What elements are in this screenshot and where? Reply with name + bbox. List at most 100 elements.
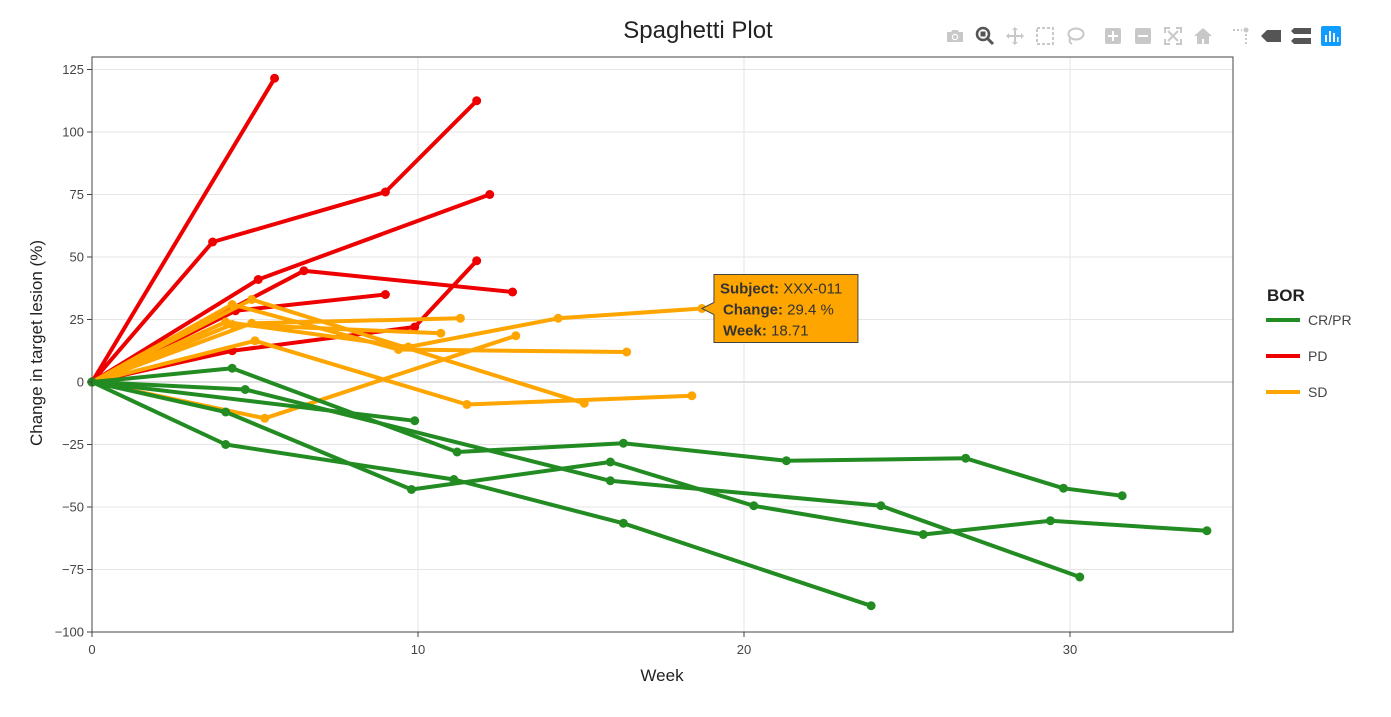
data-point[interactable]: [403, 342, 413, 352]
data-point[interactable]: [452, 447, 462, 457]
lasso-select-icon[interactable]: [1064, 25, 1086, 47]
tooltip-label: Subject:: [720, 281, 783, 298]
y-tick-label: −100: [55, 625, 84, 640]
data-point[interactable]: [618, 438, 628, 448]
hover-closest-icon[interactable]: [1260, 25, 1282, 47]
data-point[interactable]: [605, 457, 615, 467]
y-tick-label: 100: [62, 125, 84, 140]
series-line[interactable]: [90, 258, 479, 384]
legend-item-crpr[interactable]: CR/PR: [1266, 312, 1352, 328]
data-point[interactable]: [208, 237, 218, 247]
data-point[interactable]: [410, 322, 420, 332]
modebar: [944, 24, 1350, 48]
tooltip-label: Week:: [723, 323, 771, 340]
data-point[interactable]: [380, 290, 390, 299]
data-point[interactable]: [1058, 483, 1068, 493]
x-tick-label: 10: [411, 642, 425, 657]
data-point[interactable]: [1045, 516, 1055, 526]
data-point[interactable]: [866, 601, 876, 611]
data-point[interactable]: [250, 336, 260, 346]
y-tick-label: 125: [62, 62, 84, 77]
data-point[interactable]: [485, 190, 495, 199]
legend-item-pd[interactable]: PD: [1266, 348, 1327, 364]
plotly-logo-icon[interactable]: [1320, 25, 1342, 47]
y-axis-title: Change in target lesion (%): [27, 240, 46, 446]
data-point[interactable]: [221, 317, 231, 327]
tooltip-box: [700, 274, 859, 343]
x-tick-label: 0: [88, 642, 95, 657]
tooltip-line: Change: 29.4 %: [723, 302, 834, 319]
tooltip-line: Subject: XXX-011: [720, 281, 842, 298]
y-tick-label: 50: [70, 250, 84, 265]
plot-frame: [91, 56, 1234, 633]
series-line[interactable]: [90, 76, 277, 384]
zoom-icon[interactable]: [974, 25, 996, 47]
legend-item-sd[interactable]: SD: [1266, 384, 1327, 400]
data-point[interactable]: [876, 501, 886, 511]
data-point[interactable]: [221, 407, 231, 417]
data-point[interactable]: [618, 518, 628, 528]
tooltip-value: XXX-011: [783, 281, 842, 298]
data-point[interactable]: [1075, 572, 1085, 582]
data-point[interactable]: [253, 275, 263, 284]
legend[interactable]: BOR CR/PR PD SD: [1266, 286, 1352, 400]
data-point[interactable]: [299, 266, 309, 276]
data-point[interactable]: [605, 476, 615, 486]
tooltip-line: Week: 18.71: [723, 323, 809, 340]
data-point[interactable]: [918, 530, 928, 539]
data-point[interactable]: [749, 501, 759, 511]
y-tick-label: −50: [62, 500, 84, 515]
series-line[interactable]: [90, 98, 479, 384]
data-point[interactable]: [462, 400, 472, 409]
camera-icon[interactable]: [944, 25, 966, 47]
data-point[interactable]: [781, 456, 791, 466]
x-axis-title: Week: [640, 666, 684, 685]
zoom-in-icon[interactable]: [1102, 25, 1124, 47]
data-point[interactable]: [247, 295, 257, 304]
tooltip-value: 29.4 %: [787, 302, 834, 319]
box-select-icon[interactable]: [1034, 25, 1056, 47]
y-tick-label: −75: [62, 562, 84, 577]
series-line[interactable]: [90, 380, 1209, 537]
data-point[interactable]: [270, 73, 280, 83]
data-point[interactable]: [1117, 491, 1127, 501]
series-crpr-16[interactable]: [87, 377, 1212, 540]
data-point[interactable]: [511, 331, 521, 341]
data-point[interactable]: [455, 313, 465, 323]
data-point[interactable]: [410, 416, 420, 426]
series-line[interactable]: [90, 366, 1125, 498]
data-point[interactable]: [622, 347, 632, 357]
pan-icon[interactable]: [1004, 25, 1026, 47]
zoom-out-icon[interactable]: [1132, 25, 1154, 47]
spike-lines-icon[interactable]: [1230, 25, 1252, 47]
data-point[interactable]: [961, 453, 971, 463]
data-point[interactable]: [260, 413, 270, 423]
data-point[interactable]: [687, 391, 697, 401]
reset-axes-icon[interactable]: [1192, 25, 1214, 47]
data-point[interactable]: [436, 328, 446, 338]
data-point[interactable]: [240, 385, 250, 394]
x-tick-label: 20: [737, 642, 751, 657]
data-point[interactable]: [221, 440, 231, 449]
y-tick-label: 75: [70, 187, 84, 202]
data-point[interactable]: [472, 256, 482, 266]
data-point[interactable]: [1202, 526, 1212, 536]
hover-compare-icon[interactable]: [1290, 25, 1312, 47]
data-point[interactable]: [406, 485, 416, 494]
y-tick-label: −25: [62, 437, 84, 452]
autoscale-icon[interactable]: [1162, 25, 1184, 47]
series-line[interactable]: [90, 338, 694, 407]
data-point[interactable]: [508, 287, 518, 297]
series-line[interactable]: [90, 380, 417, 423]
y-tick-label: 25: [70, 312, 84, 327]
data-point[interactable]: [472, 96, 482, 106]
tooltip-label: Change:: [723, 302, 787, 319]
data-point[interactable]: [553, 313, 563, 323]
legend-label: SD: [1308, 384, 1327, 400]
data-point[interactable]: [380, 187, 390, 197]
tooltip-value: 18.71: [771, 323, 809, 340]
series-crpr-14[interactable]: [87, 377, 1085, 582]
legend-title: BOR: [1267, 286, 1305, 305]
data-point[interactable]: [227, 363, 237, 373]
